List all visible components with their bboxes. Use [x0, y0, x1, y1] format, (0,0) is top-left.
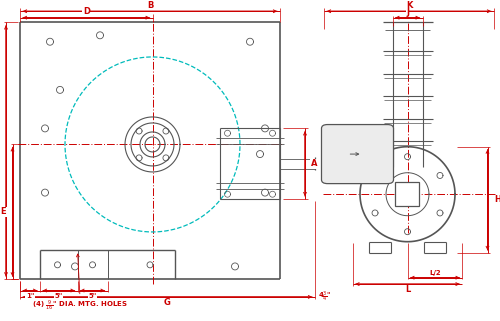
Text: 5": 5" [54, 293, 63, 299]
Text: L: L [405, 285, 410, 294]
Text: 1": 1" [26, 293, 34, 299]
Text: A: A [311, 159, 318, 168]
Text: L/2: L/2 [429, 270, 441, 275]
Text: H: H [494, 195, 500, 204]
Text: D: D [83, 7, 90, 16]
Text: (4) $\frac{9}{16}$" DIA. MTG. HOLES: (4) $\frac{9}{16}$" DIA. MTG. HOLES [32, 254, 128, 314]
Text: G: G [164, 298, 171, 307]
Text: K: K [406, 1, 412, 10]
Text: B: B [147, 1, 153, 10]
Text: E: E [0, 207, 6, 216]
Text: 5": 5" [88, 293, 96, 299]
Text: J: J [406, 8, 409, 17]
Text: 4$\frac{3}{4}$": 4$\frac{3}{4}$" [318, 290, 331, 304]
FancyBboxPatch shape [322, 125, 394, 184]
Bar [396, 182, 419, 206]
